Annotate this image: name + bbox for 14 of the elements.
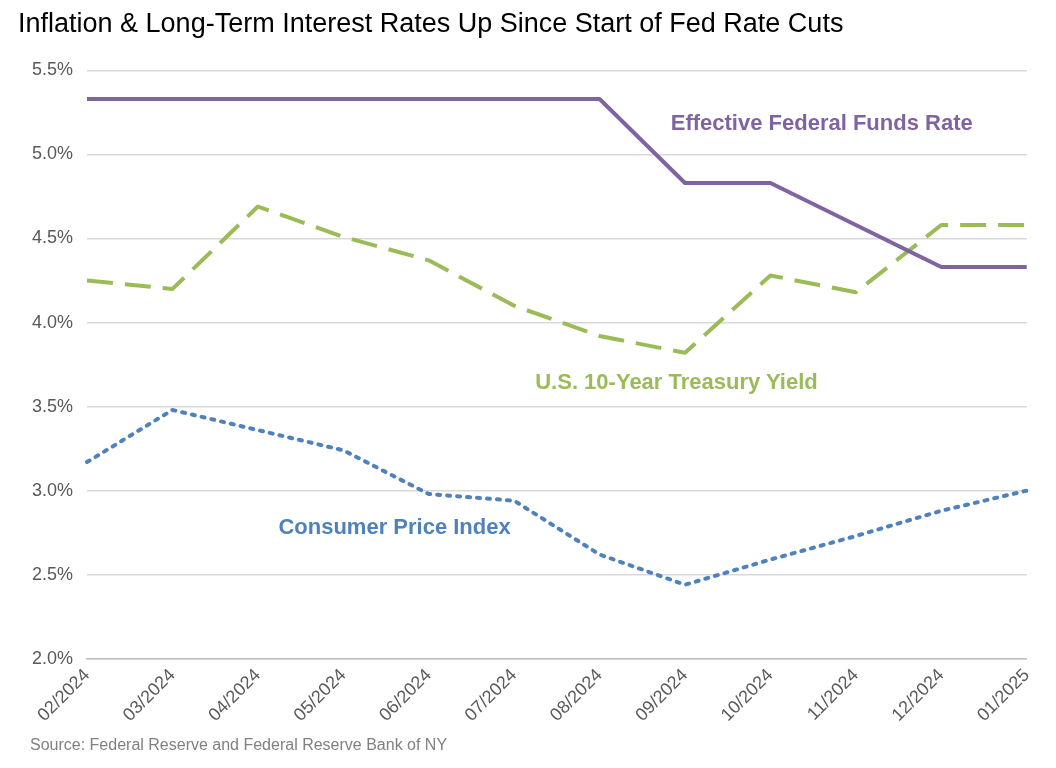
series-label: Consumer Price Index	[278, 513, 512, 539]
y-tick-label: 4.5%	[32, 227, 74, 248]
y-tick-label: 3.5%	[32, 395, 74, 416]
y-tick-label: 2.5%	[32, 563, 74, 584]
series-label: Effective Federal Funds Rate	[670, 110, 973, 136]
chart-title: Inflation & Long-Term Interest Rates Up Since Start of Fed Rate Cuts	[18, 7, 844, 38]
y-tick-label: 2.0%	[32, 647, 74, 668]
y-tick-label: 5.5%	[32, 59, 74, 80]
line-series	[85, 407, 1029, 587]
y-tick-label: 3.0%	[32, 479, 74, 500]
y-tick-label: 4.0%	[32, 311, 74, 332]
series-label: U.S. 10-Year Treasury Yield	[535, 369, 818, 395]
y-tick-label: 5.0%	[32, 143, 74, 164]
source-note: Source: Federal Reserve and Federal Reserve Bank of NY	[30, 736, 448, 754]
